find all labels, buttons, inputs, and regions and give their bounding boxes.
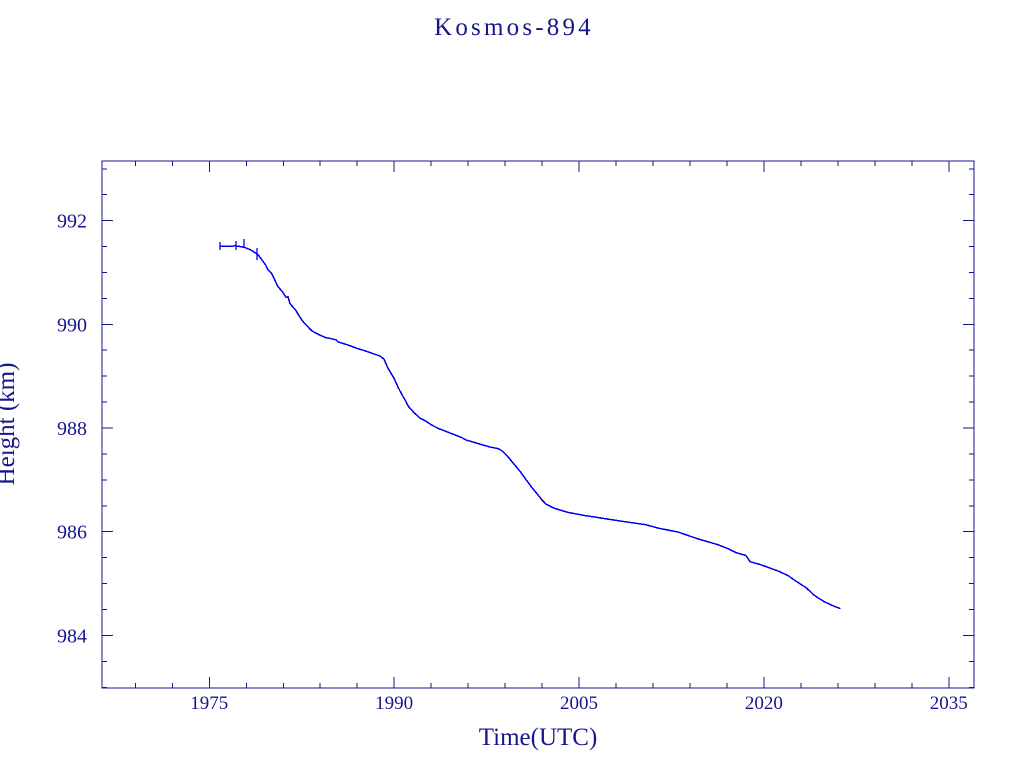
svg-text:2020: 2020 xyxy=(745,693,783,714)
svg-text:990: 990 xyxy=(57,314,87,336)
svg-text:2035: 2035 xyxy=(930,693,968,714)
svg-text:Height (km): Height (km) xyxy=(0,363,20,486)
svg-text:2005: 2005 xyxy=(560,693,598,714)
svg-text:984: 984 xyxy=(57,625,87,647)
svg-text:1975: 1975 xyxy=(190,693,228,714)
svg-text:Kosmos-894: Kosmos-894 xyxy=(434,14,594,41)
svg-text:1990: 1990 xyxy=(375,693,413,714)
svg-text:988: 988 xyxy=(57,418,87,440)
svg-text:986: 986 xyxy=(57,522,87,544)
svg-text:Time(UTC): Time(UTC) xyxy=(479,724,598,751)
svg-text:992: 992 xyxy=(57,211,87,233)
